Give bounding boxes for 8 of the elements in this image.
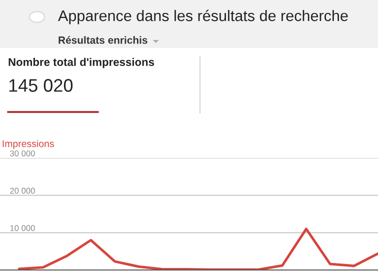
y-tick-label: 20 000 [10, 188, 35, 194]
chart-title: Apparence dans les résultats de recherche [58, 10, 348, 24]
text: 145 020 [9, 79, 73, 92]
chart-subtitle: Résultats enrichis [58, 36, 148, 44]
y-tick-label: 10 000 [10, 225, 35, 232]
y-tick-label: 30 000 [10, 150, 35, 156]
text: Nombre total d'impressions [8, 58, 154, 68]
text: Impressions [2, 140, 54, 150]
